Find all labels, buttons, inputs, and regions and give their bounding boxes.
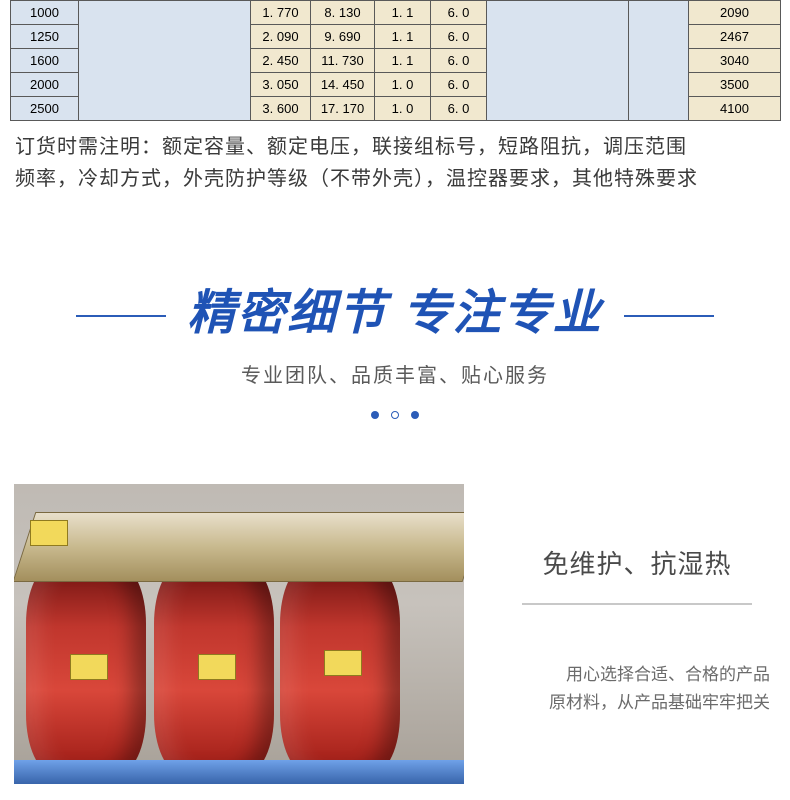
- table-cell: 17. 170: [311, 97, 375, 121]
- hero-dots: [0, 406, 790, 424]
- table-cell: 2. 090: [251, 25, 311, 49]
- dot-icon: [391, 411, 399, 419]
- feature-image: [14, 484, 464, 784]
- table-cell: [629, 1, 689, 121]
- dot-icon: [371, 411, 379, 419]
- table-cell: 6. 0: [431, 73, 487, 97]
- table-cell: 1000: [11, 1, 79, 25]
- feature-desc-line: 用心选择合适、合格的产品: [504, 661, 770, 689]
- table-cell: [79, 1, 251, 121]
- table-cell: 2000: [11, 73, 79, 97]
- table-cell: 11. 730: [311, 49, 375, 73]
- feature-desc-line: 原材料，从产品基础牢牢把关: [504, 689, 770, 717]
- table-cell: 3040: [689, 49, 781, 73]
- table-cell: 6. 0: [431, 97, 487, 121]
- hero-line-left: [76, 315, 166, 317]
- table-cell: 1. 0: [375, 97, 431, 121]
- table-cell: 3. 050: [251, 73, 311, 97]
- table-cell: 1. 1: [375, 49, 431, 73]
- dot-icon: [411, 411, 419, 419]
- feature-heading: 免维护、抗湿热: [504, 544, 770, 581]
- table-cell: 4100: [689, 97, 781, 121]
- table-cell: 14. 450: [311, 73, 375, 97]
- table-cell: 2090: [689, 1, 781, 25]
- table-cell: 2467: [689, 25, 781, 49]
- table-cell: 3. 600: [251, 97, 311, 121]
- feature-desc: 用心选择合适、合格的产品 原材料，从产品基础牢牢把关: [504, 661, 770, 717]
- hero-subtitle: 专业团队、品质丰富、贴心服务: [0, 359, 790, 388]
- table-cell: 1250: [11, 25, 79, 49]
- table-cell: 6. 0: [431, 25, 487, 49]
- table-cell: 1. 1: [375, 1, 431, 25]
- hero-title: 精密细节 专注专业: [0, 273, 790, 343]
- table-cell: 2500: [11, 97, 79, 121]
- table-cell: 1600: [11, 49, 79, 73]
- table-cell: 2. 450: [251, 49, 311, 73]
- hero-section: 精密细节 专注专业 专业团队、品质丰富、贴心服务: [0, 273, 790, 424]
- table-cell: 8. 130: [311, 1, 375, 25]
- table-cell: 1. 770: [251, 1, 311, 25]
- order-note-line: 订货时需注明：额定容量、额定电压，联接组标号，短路阻抗，调压范围: [15, 131, 775, 163]
- spec-table: 10001. 7708. 1301. 16. 0209012502. 0909.…: [10, 0, 781, 121]
- table-cell: 6. 0: [431, 49, 487, 73]
- feature-section: 免维护、抗湿热 用心选择合适、合格的产品 原材料，从产品基础牢牢把关: [0, 484, 790, 784]
- table-cell: 9. 690: [311, 25, 375, 49]
- feature-text: 免维护、抗湿热 用心选择合适、合格的产品 原材料，从产品基础牢牢把关: [464, 484, 790, 784]
- table-cell: 1. 1: [375, 25, 431, 49]
- table-cell: 1. 0: [375, 73, 431, 97]
- table-cell: 3500: [689, 73, 781, 97]
- order-note-line: 频率，冷却方式，外壳防护等级（不带外壳），温控器要求，其他特殊要求: [15, 163, 775, 195]
- spec-table-container: 10001. 7708. 1301. 16. 0209012502. 0909.…: [10, 0, 780, 121]
- hero-title-right: 专注专业: [403, 287, 603, 340]
- table-cell: [487, 1, 629, 121]
- hero-line-right: [624, 315, 714, 317]
- table-cell: 6. 0: [431, 1, 487, 25]
- feature-underline: [522, 603, 752, 605]
- order-note: 订货时需注明：额定容量、额定电压，联接组标号，短路阻抗，调压范围 频率，冷却方式…: [15, 131, 775, 195]
- hero-title-left: 精密细节: [187, 287, 387, 340]
